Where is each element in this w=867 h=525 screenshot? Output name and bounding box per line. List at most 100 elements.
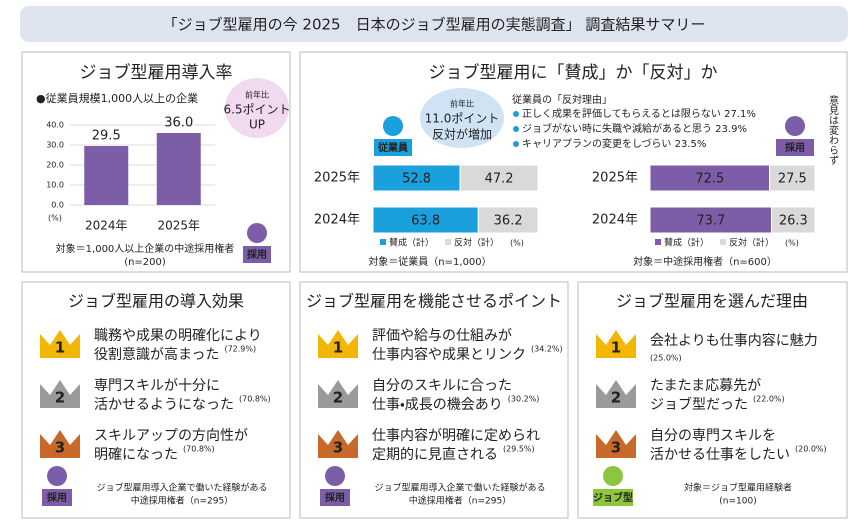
item-pct: (25.0%) xyxy=(650,354,682,363)
icon-label-bg xyxy=(243,246,271,263)
icon-label-bg xyxy=(374,139,412,156)
item-text: 仕事内容や成果とリンク xyxy=(372,346,526,363)
icon-head xyxy=(785,116,805,136)
icon-label-bg xyxy=(42,489,72,506)
note: ジョブ型雇用導入企業で働いた経験がある xyxy=(374,482,545,494)
bar-segment xyxy=(459,164,539,192)
reason: ジョブがない時に失職や減給があると思う 23.9% xyxy=(522,122,747,135)
bar-segment xyxy=(372,164,461,192)
legend-label: 賛成（計） xyxy=(389,237,434,249)
icon-label: 採用 xyxy=(247,248,267,261)
y-tick-label: 2024年 xyxy=(314,213,360,228)
item-text: 自分のスキルに合った xyxy=(372,378,512,394)
item-pct: (72.9%) xyxy=(224,345,256,354)
data-label: 63.8 xyxy=(411,214,440,229)
callout xyxy=(420,88,504,148)
unit: (%) xyxy=(785,239,799,248)
bar xyxy=(156,133,201,205)
icon-label-bg xyxy=(320,489,350,506)
item-pct: (20.0%) xyxy=(795,445,827,454)
panel xyxy=(299,51,848,273)
data-label: 27.5 xyxy=(778,172,807,187)
icon-label: 従業員 xyxy=(377,141,408,154)
icon-head xyxy=(325,466,345,486)
rank: 2 xyxy=(55,389,65,407)
crown xyxy=(40,330,80,358)
bar-segment xyxy=(372,206,479,234)
data-label: 72.5 xyxy=(695,172,724,187)
callout-text: UP xyxy=(249,118,265,132)
y-tick-label: 40.0 xyxy=(46,121,64,130)
item-text: 役割意識が高まった xyxy=(94,346,219,363)
reasons-title: 従業員の「反対理由」 xyxy=(512,93,612,106)
note: 対象＝従業員（n=1,000） xyxy=(368,255,491,268)
callout xyxy=(225,78,289,138)
item-text: 仕事・成長の機会あり xyxy=(372,397,503,413)
y-tick-label: 2025年 xyxy=(592,171,638,186)
bar-segment xyxy=(649,206,773,234)
header-title: 「ジョブ型雇用の今 2025 日本のジョブ型雇用の実態調査」 調査結果サマリー xyxy=(163,16,706,34)
note: (n=200) xyxy=(124,257,166,268)
icon-label: 採用 xyxy=(785,141,805,154)
panel-title: ジョブ型雇用に「賛成」か「反対」か xyxy=(429,62,718,83)
legend-label: 反対（計） xyxy=(454,237,499,249)
item-text: たまたま応募先が xyxy=(650,378,761,394)
item-text: ジョブ型だった xyxy=(650,396,748,413)
bar-segment xyxy=(769,164,816,192)
y-tick-label: 2024年 xyxy=(592,213,638,228)
item-text: 定期的に見直される xyxy=(372,447,498,463)
bar xyxy=(84,146,129,205)
data-label: 36.2 xyxy=(494,214,523,229)
callout-text: 反対が増加 xyxy=(432,127,492,142)
item-text: 活かせるようになった xyxy=(94,397,234,413)
data-label: 52.8 xyxy=(402,172,431,187)
remark: 意見は変わらず xyxy=(827,95,839,165)
crown xyxy=(596,430,636,458)
crown xyxy=(596,330,636,358)
bar-segment xyxy=(771,206,816,234)
note: ジョブ型雇用導入企業で働いた経験がある xyxy=(96,482,267,494)
icon-label-bg xyxy=(776,139,814,156)
item-text: 専門スキルが十分に xyxy=(94,378,220,394)
note: 中途採用権者（n=295） xyxy=(131,495,233,507)
note: (n=100) xyxy=(719,497,756,507)
callout-text: 6.5ポイント xyxy=(223,103,290,117)
rank: 1 xyxy=(333,339,343,357)
bullet xyxy=(513,111,519,117)
crown xyxy=(596,380,636,408)
icon-label: 採用 xyxy=(325,491,345,504)
legend-swatch xyxy=(445,239,452,245)
icon-head xyxy=(47,466,67,486)
callout-text: 前年比 xyxy=(450,99,474,109)
legend-swatch xyxy=(655,239,661,245)
bar-segment xyxy=(477,206,539,234)
unit: (%) xyxy=(510,239,524,248)
crown xyxy=(40,430,80,458)
item-text: 評価や給与の仕組みが xyxy=(372,328,512,344)
item-pct: (22.0%) xyxy=(753,395,785,404)
note: 中途採用権者（n=295） xyxy=(409,495,511,507)
icon-head xyxy=(247,223,267,243)
panel-title: ジョブ型雇用を機能させるポイント xyxy=(306,292,562,311)
crown xyxy=(318,330,358,358)
rank: 1 xyxy=(611,339,621,357)
rank: 1 xyxy=(55,339,65,357)
panel-title: ジョブ型雇用導入率 xyxy=(80,62,233,83)
y-tick-label: 0.0 xyxy=(51,201,64,210)
reason: キャリアプランの変更をしづらい 23.5% xyxy=(522,137,706,150)
data-label: 29.5 xyxy=(92,129,121,144)
legend-swatch xyxy=(380,239,386,245)
legend-label: 反対（計） xyxy=(729,237,774,249)
item-text: 自分の専門スキルを xyxy=(650,428,776,444)
subtitle: ●従業員規模1,000人以上の企業 xyxy=(36,91,198,105)
icon-label-bg xyxy=(593,489,633,506)
legend-label: 賛成（計） xyxy=(664,237,709,249)
item-text: 職務や成果の明確化により xyxy=(94,328,262,344)
note: 対象＝中途採用権者（n=600） xyxy=(633,255,777,268)
note: 対象＝1,000人以上企業の中途採用権者 xyxy=(56,242,235,255)
legend-swatch xyxy=(720,239,727,245)
crown xyxy=(318,430,358,458)
item-text: 会社よりも仕事内容に魅力 xyxy=(650,332,818,349)
rank: 2 xyxy=(611,389,621,407)
